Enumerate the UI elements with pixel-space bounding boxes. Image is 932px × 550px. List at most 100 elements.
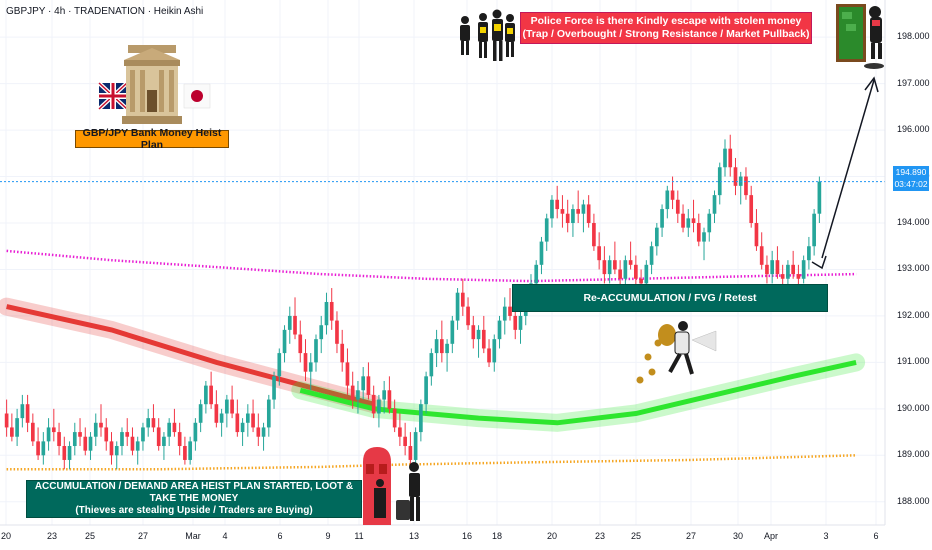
heist-plan-label: GBP/JPY Bank Money Heist Plan xyxy=(75,127,229,151)
candle xyxy=(550,195,554,228)
candle xyxy=(518,311,523,344)
x-tick-label: 13 xyxy=(408,531,420,541)
x-tick-label: 20 xyxy=(0,531,12,541)
y-tick-label: 197.000 xyxy=(897,77,930,88)
candle xyxy=(15,408,19,447)
y-tick-label: 189.000 xyxy=(897,449,930,460)
candles xyxy=(4,134,822,470)
vault-door-thief-icon xyxy=(363,447,420,525)
candle xyxy=(581,199,586,233)
candle xyxy=(775,246,780,279)
candle xyxy=(235,399,240,437)
candle xyxy=(272,371,276,409)
candle xyxy=(31,413,35,447)
candle xyxy=(104,418,109,451)
candle xyxy=(183,436,187,465)
y-tick-label: 188.000 xyxy=(897,495,930,506)
candle xyxy=(419,399,423,442)
candle xyxy=(801,255,806,284)
y-tick-label: 192.000 xyxy=(897,309,930,320)
x-tick-label: 16 xyxy=(461,531,473,541)
candle xyxy=(660,204,664,237)
candle xyxy=(754,209,759,251)
x-tick-label: 9 xyxy=(325,531,331,541)
candle xyxy=(25,394,30,433)
pullback-arrow xyxy=(811,76,879,270)
candle xyxy=(544,213,549,251)
candle xyxy=(366,362,371,400)
accumulation-zone-label: ACCUMULATION / DEMAND AREA HEIST PLAN ST… xyxy=(26,480,362,518)
candle xyxy=(403,422,407,456)
candle xyxy=(350,371,355,409)
candle xyxy=(172,408,177,437)
candle xyxy=(623,255,628,289)
police-officers-icon xyxy=(460,9,515,61)
police-callout-line-2: (Trap / Overbought / Strong Resistance /… xyxy=(522,28,810,40)
x-tick-label: 23 xyxy=(594,531,606,541)
candle xyxy=(72,422,77,456)
candle xyxy=(36,427,40,460)
candle xyxy=(476,325,481,358)
x-tick-label: 27 xyxy=(137,531,149,541)
candle xyxy=(712,190,717,224)
candle xyxy=(230,385,234,419)
candle xyxy=(382,380,386,414)
police-callout-line-1: Police Force is there Kindly escape with… xyxy=(530,15,802,27)
candle xyxy=(440,320,444,363)
candle xyxy=(791,250,795,279)
x-tick-label: Mar xyxy=(185,531,201,541)
candle xyxy=(266,394,271,437)
x-tick-label: 3 xyxy=(823,531,829,541)
candle xyxy=(293,297,297,340)
candle xyxy=(565,199,570,233)
candle xyxy=(62,436,67,470)
candle xyxy=(303,339,308,381)
x-tick-label: 25 xyxy=(630,531,642,541)
y-tick-label: 196.000 xyxy=(897,124,930,135)
candle xyxy=(120,427,124,456)
candle xyxy=(702,227,706,261)
candle xyxy=(361,367,366,400)
candle xyxy=(146,408,151,437)
candle xyxy=(162,432,166,460)
y-tick-label: 191.000 xyxy=(897,356,930,367)
current-price-badge: 194.890 03:47:02 xyxy=(893,166,929,191)
candle xyxy=(20,394,25,428)
candle xyxy=(733,157,738,196)
candle xyxy=(723,139,727,177)
candle xyxy=(377,394,381,428)
candle xyxy=(340,329,345,372)
bank-building-icon xyxy=(122,45,182,124)
candle xyxy=(225,394,229,428)
candle xyxy=(613,241,617,275)
candle xyxy=(130,427,135,456)
candle xyxy=(744,167,748,200)
candle xyxy=(555,185,560,219)
candle xyxy=(728,134,733,177)
candle xyxy=(644,260,649,289)
candle xyxy=(204,380,208,414)
x-tick-label: 6 xyxy=(873,531,879,541)
candle xyxy=(51,408,56,442)
accumulation-line-2: (Thieves are stealing Upside / Traders a… xyxy=(75,505,313,516)
candle xyxy=(634,255,638,289)
candle xyxy=(251,399,255,433)
candle xyxy=(607,255,612,284)
magenta-ma-line xyxy=(6,249,857,283)
candle xyxy=(817,176,822,224)
candle xyxy=(696,213,701,247)
candle xyxy=(445,339,449,372)
candle xyxy=(460,278,465,316)
candle xyxy=(398,413,402,447)
candle xyxy=(765,255,769,284)
candle xyxy=(455,288,460,330)
candle xyxy=(717,162,722,205)
green-ma-line xyxy=(299,359,857,426)
candle xyxy=(78,418,82,447)
candle xyxy=(156,418,161,451)
candle xyxy=(602,246,607,284)
x-tick-label: Apr xyxy=(763,531,779,541)
candle xyxy=(256,413,261,447)
candle xyxy=(298,320,303,363)
